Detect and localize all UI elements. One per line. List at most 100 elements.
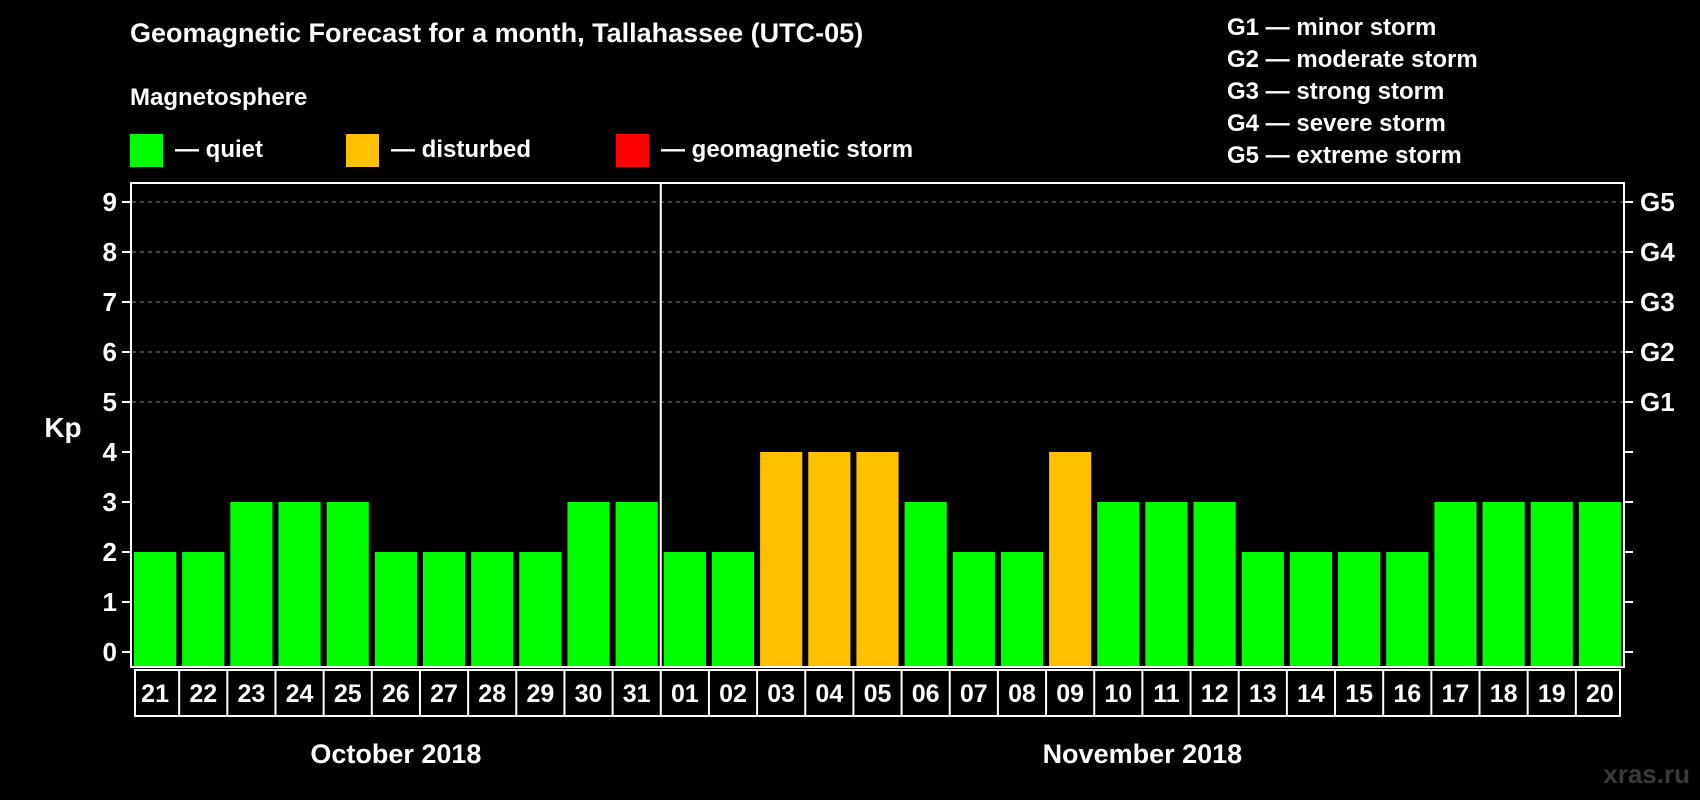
bar-20 — [1578, 502, 1621, 666]
legend-item-disturbed: — disturbed — [346, 132, 531, 168]
x-tick-label-21: 11 — [1153, 680, 1180, 708]
y-tick-label-3: 3 — [103, 487, 117, 517]
y2-label-g2: G2 — [1640, 337, 1675, 367]
x-tick-label-5: 26 — [382, 680, 410, 708]
x-tick-label-11: 01 — [671, 680, 699, 708]
bar-05 — [856, 452, 899, 666]
bar-25 — [326, 502, 369, 666]
x-tick-label-16: 06 — [912, 680, 940, 708]
y-tick-label-0: 0 — [103, 637, 117, 667]
x-tick-label-14: 04 — [815, 680, 843, 708]
storm-scale-g1: G1 — minor storm — [1227, 14, 1437, 41]
storm-scale-g5: G5 — extreme storm — [1227, 142, 1462, 169]
x-tick-label-27: 17 — [1442, 680, 1470, 708]
x-tick-label-19: 09 — [1056, 680, 1084, 708]
legend-label-quiet: — quiet — [175, 136, 263, 163]
x-tick-label-9: 30 — [575, 680, 603, 708]
plot-frame — [130, 182, 1625, 668]
bar-30 — [567, 502, 610, 666]
month-label-0: October 2018 — [310, 739, 481, 769]
bar-07 — [952, 552, 995, 666]
x-tick-label-8: 29 — [526, 680, 554, 708]
y-tick-label-7: 7 — [103, 287, 117, 317]
x-tick-label-12: 02 — [719, 680, 747, 708]
x-tick-label-1: 22 — [189, 680, 217, 708]
bar-14 — [1289, 552, 1333, 666]
y-tick-label-2: 2 — [103, 537, 117, 567]
y-axis-label: Kp — [44, 412, 81, 443]
bar-21 — [134, 552, 177, 666]
y2-label-g1: G1 — [1640, 387, 1675, 417]
y2-label-g5: G5 — [1640, 187, 1675, 217]
x-tick-label-6: 27 — [430, 680, 458, 708]
x-tick-label-13: 03 — [767, 680, 795, 708]
storm-scale-legend: G1 — minor storm G2 — moderate storm G3 … — [1227, 12, 1478, 172]
x-tick-label-10: 31 — [623, 680, 651, 708]
bar-23 — [230, 502, 273, 666]
bar-02 — [711, 552, 755, 666]
bar-01 — [663, 552, 706, 666]
bar-18 — [1482, 502, 1525, 666]
bar-16 — [1386, 552, 1429, 666]
storm-scale-g4: G4 — severe storm — [1227, 110, 1446, 137]
x-tick-label-22: 12 — [1201, 680, 1229, 708]
legend-label-storm: — geomagnetic storm — [661, 136, 914, 163]
watermark: xras.ru — [1603, 759, 1690, 789]
date-cells-frame — [134, 669, 1621, 717]
y2-label-g4: G4 — [1640, 237, 1675, 267]
legend-item-storm: — geomagnetic storm — [616, 132, 913, 168]
x-tick-label-26: 16 — [1393, 680, 1421, 708]
bar-19 — [1530, 502, 1573, 666]
month-label-1: November 2018 — [1043, 739, 1243, 769]
y-tick-label-5: 5 — [103, 387, 117, 417]
storm-scale-g2: G2 — moderate storm — [1227, 46, 1478, 73]
bar-11 — [1145, 502, 1188, 666]
y-tick-label-4: 4 — [103, 437, 118, 467]
legend-item-quiet: — quiet — [130, 132, 263, 168]
x-tick-label-29: 19 — [1538, 680, 1566, 708]
x-tick-label-17: 07 — [960, 680, 988, 708]
bar-04 — [808, 452, 851, 666]
bar-03 — [760, 452, 803, 666]
y-tick-label-8: 8 — [103, 237, 117, 267]
x-tick-label-0: 21 — [141, 680, 169, 708]
color-legend: — quiet — disturbed — geomagnetic storm — [130, 132, 1030, 168]
bar-17 — [1434, 502, 1477, 666]
bar-28 — [471, 552, 514, 666]
bar-24 — [278, 502, 321, 666]
bar-22 — [182, 552, 225, 666]
bar-09 — [1049, 452, 1092, 666]
y-tick-label-9: 9 — [103, 187, 117, 217]
x-tick-label-20: 10 — [1104, 680, 1132, 708]
chart-title: Geomagnetic Forecast for a month, Tallah… — [130, 18, 864, 48]
y2-label-g3: G3 — [1640, 287, 1675, 317]
legend-swatch-storm — [616, 133, 649, 167]
bar-29 — [519, 552, 562, 666]
x-tick-label-4: 25 — [334, 680, 362, 708]
y-tick-label-6: 6 — [103, 337, 117, 367]
x-tick-label-3: 24 — [286, 680, 314, 708]
bar-08 — [1000, 552, 1044, 666]
bar-27 — [422, 552, 466, 666]
x-tick-label-25: 15 — [1345, 680, 1373, 708]
storm-scale-g3: G3 — strong storm — [1227, 78, 1445, 105]
bar-26 — [374, 552, 417, 666]
y-tick-label-1: 1 — [103, 587, 117, 617]
x-tick-label-15: 05 — [864, 680, 892, 708]
x-tick-label-24: 14 — [1297, 680, 1325, 708]
legend-swatch-disturbed — [346, 133, 379, 167]
bar-31 — [615, 502, 658, 666]
bar-15 — [1338, 552, 1381, 666]
bar-13 — [1241, 552, 1284, 666]
x-tick-label-7: 28 — [478, 680, 506, 708]
x-tick-label-18: 08 — [1008, 680, 1036, 708]
legend-swatch-quiet — [130, 133, 163, 167]
x-tick-label-23: 13 — [1249, 680, 1277, 708]
chart-subtitle: Magnetosphere — [130, 84, 308, 111]
legend-label-disturbed: — disturbed — [391, 136, 532, 163]
x-tick-label-30: 20 — [1586, 680, 1614, 708]
x-tick-label-2: 23 — [237, 680, 265, 708]
bar-06 — [904, 502, 947, 666]
bar-12 — [1193, 502, 1236, 666]
